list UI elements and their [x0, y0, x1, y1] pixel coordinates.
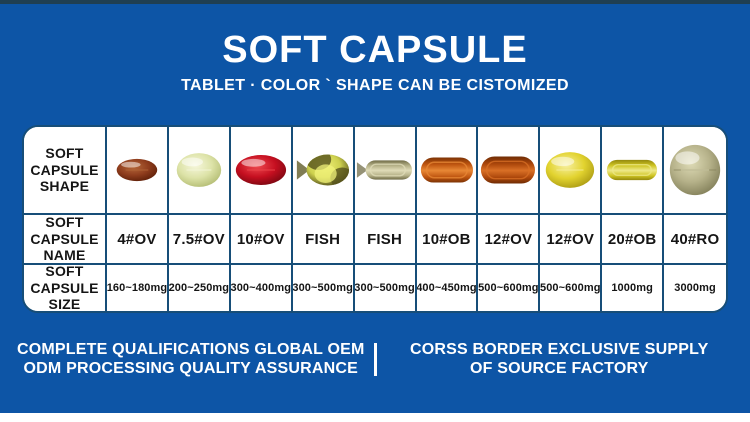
capsule-shape-cell	[478, 127, 541, 215]
oval-capsule-icon	[176, 153, 222, 187]
capsule-shape-cell	[540, 127, 603, 215]
capsule-size-cell: 3000mg	[664, 265, 726, 311]
oblong-capsule-icon	[481, 156, 536, 184]
capsule-size-cell: 1000mg	[602, 265, 665, 311]
oblong-capsule-icon	[420, 157, 473, 183]
capsule-shape-cell	[416, 127, 479, 215]
capsule-size-cell: 200~250mg	[168, 265, 231, 311]
page-title: SOFT CAPSULE	[222, 29, 528, 71]
capsule-size-cell: 400~450mg	[416, 265, 479, 311]
top-accent-strip	[0, 0, 750, 4]
capsule-shape-cell	[230, 127, 293, 215]
capsule-size-cell: 500~600mg	[478, 265, 541, 311]
row-label-size: SOFT CAPSULE SIZE	[24, 265, 107, 311]
capsule-shape-cell	[107, 127, 169, 215]
capsule-name-cell: 12#OV	[540, 215, 603, 265]
fish-long-capsule-icon	[356, 160, 412, 180]
footer-divider	[373, 342, 377, 376]
capsule-name-cell: FISH	[292, 215, 355, 265]
capsule-shape-cell	[602, 127, 665, 215]
capsule-name-cell: 10#OB	[416, 215, 479, 265]
oval-capsule-icon	[235, 155, 286, 185]
header: SOFT CAPSULE TABLET · COLOR ` SHAPE CAN …	[0, 31, 750, 95]
capsule-name-cell: FISH	[354, 215, 417, 265]
capsule-name-cell: 12#OV	[478, 215, 541, 265]
oval-capsule-icon	[116, 158, 158, 182]
capsule-grid: SOFT CAPSULE SHAPE SOFT CAPSULE NAME 4#OV 7…	[24, 127, 726, 311]
row-label-shape: SOFT CAPSULE SHAPE	[24, 127, 107, 215]
page-subtitle: TABLET · COLOR ` SHAPE CAN BE CISTOMIZED	[181, 77, 569, 94]
capsule-name-cell: 20#OB	[602, 215, 665, 265]
bottom-white-strip	[0, 413, 750, 422]
row-label-name: SOFT CAPSULE NAME	[24, 215, 107, 265]
capsule-name-cell: 7.5#OV	[168, 215, 231, 265]
footer-left-text: COMPLETE QUALIFICATIONS GLOBAL OEM ODM P…	[16, 341, 365, 377]
capsule-shape-cell	[664, 127, 726, 215]
footer: COMPLETE QUALIFICATIONS GLOBAL OEM ODM P…	[0, 340, 750, 378]
capsule-spec-table: SOFT CAPSULE SHAPE SOFT CAPSULE NAME 4#OV 7…	[22, 125, 728, 313]
footer-right-text: CORSS BORDER EXCLUSIVE SUPPLY OF SOURCE …	[409, 341, 709, 377]
capsule-size-cell: 500~600mg	[540, 265, 603, 311]
capsule-size-cell: 300~500mg	[292, 265, 355, 311]
oblong-capsule-icon	[607, 159, 658, 181]
capsule-shape-cell	[354, 127, 417, 215]
capsule-size-cell: 300~500mg	[354, 265, 417, 311]
capsule-size-cell: 300~400mg	[230, 265, 293, 311]
capsule-name-cell: 40#RO	[664, 215, 726, 265]
capsule-shape-cell	[168, 127, 231, 215]
fish-capsule-icon	[296, 154, 349, 186]
capsule-name-cell: 4#OV	[107, 215, 169, 265]
round-capsule-icon	[669, 144, 721, 196]
capsule-size-cell: 160~180mg	[107, 265, 169, 311]
oval-capsule-icon	[546, 152, 595, 188]
capsule-name-cell: 10#OV	[230, 215, 293, 265]
capsule-shape-cell	[292, 127, 355, 215]
